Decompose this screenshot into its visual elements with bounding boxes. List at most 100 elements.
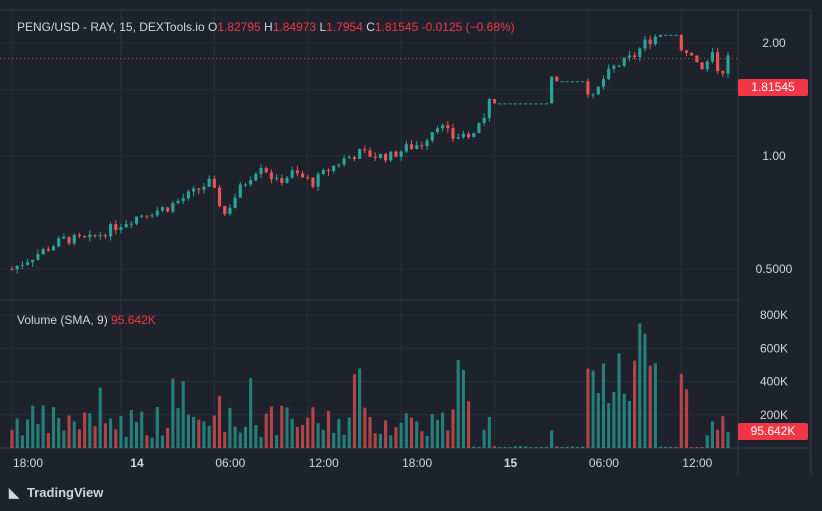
volume-bar bbox=[280, 405, 284, 448]
candle-body bbox=[430, 132, 434, 141]
candle-body bbox=[145, 215, 149, 217]
candle-body bbox=[477, 122, 481, 134]
candle-body bbox=[202, 186, 206, 190]
candle-body bbox=[352, 157, 356, 159]
candle-body bbox=[435, 128, 440, 133]
volume-bar bbox=[690, 447, 694, 448]
candle-body bbox=[378, 153, 382, 158]
volume-bar bbox=[57, 417, 61, 448]
candle-body bbox=[690, 52, 694, 56]
time-tick-label: 06:00 bbox=[215, 456, 245, 470]
volume-bar bbox=[129, 409, 133, 448]
candle-body bbox=[217, 187, 222, 206]
candle-body bbox=[31, 259, 35, 263]
candle-body bbox=[518, 103, 523, 105]
candle-body bbox=[368, 150, 372, 157]
candle-body bbox=[62, 236, 66, 239]
volume-bar bbox=[181, 381, 185, 448]
candle-body bbox=[316, 173, 320, 187]
candle-body bbox=[420, 145, 424, 147]
volume-bar bbox=[119, 416, 123, 448]
volume-bar bbox=[83, 412, 87, 448]
candle-body bbox=[389, 151, 393, 161]
volume-bar bbox=[109, 418, 113, 448]
candle-body bbox=[295, 170, 299, 174]
volume-bar bbox=[658, 446, 663, 448]
candle-body bbox=[264, 168, 268, 173]
candle-body bbox=[326, 170, 331, 172]
volume-bar bbox=[228, 407, 232, 448]
candle-body bbox=[643, 39, 647, 49]
candle-body bbox=[306, 177, 310, 179]
volume-bar bbox=[311, 407, 315, 448]
price-tick-label: 2.00 bbox=[762, 36, 786, 50]
high-label: H bbox=[264, 20, 273, 34]
candle-body bbox=[575, 81, 580, 83]
volume-bar bbox=[98, 387, 102, 448]
volume-bar bbox=[726, 432, 730, 448]
volume-bar bbox=[171, 378, 175, 448]
volume-bar bbox=[441, 412, 445, 448]
candle-body bbox=[337, 164, 341, 166]
candle-body bbox=[321, 170, 325, 174]
volume-bar bbox=[633, 360, 637, 448]
candle-body bbox=[171, 203, 175, 212]
volume-bar bbox=[700, 447, 704, 448]
volume-bar bbox=[710, 421, 714, 448]
candle-body bbox=[254, 173, 258, 181]
volume-bar bbox=[306, 417, 310, 448]
volume-bar bbox=[695, 446, 699, 448]
volume-bar bbox=[243, 427, 248, 448]
candle-body bbox=[46, 248, 50, 251]
volume-bar bbox=[560, 447, 564, 448]
candle-body bbox=[425, 140, 429, 147]
candle-body bbox=[119, 227, 123, 231]
volume-bar bbox=[62, 430, 66, 448]
candle-body bbox=[415, 145, 419, 149]
candle-body bbox=[197, 188, 201, 190]
tradingview-logo[interactable]: ◣ TradingView bbox=[9, 485, 103, 501]
volume-bar bbox=[539, 446, 543, 448]
high-value: 1.84973 bbox=[272, 20, 317, 34]
candle-body bbox=[648, 39, 652, 45]
volume-bar bbox=[332, 432, 336, 448]
candle-body bbox=[300, 173, 305, 178]
volume-bar bbox=[705, 435, 709, 448]
volume-tick-label: 800K bbox=[760, 308, 788, 322]
volume-bar bbox=[352, 374, 356, 448]
volume-bar bbox=[77, 429, 82, 448]
candle-body bbox=[607, 68, 611, 80]
volume-bar bbox=[176, 408, 180, 448]
candle-body bbox=[140, 215, 144, 217]
volume-bar bbox=[601, 363, 606, 448]
symbol-title: PENG/USD - RAY, 15, DEXTools.io bbox=[17, 20, 205, 34]
volume-bar bbox=[477, 446, 481, 448]
volume-bar bbox=[425, 435, 429, 448]
volume-bar bbox=[290, 418, 294, 448]
plot-background bbox=[0, 0, 822, 475]
candle-body bbox=[114, 224, 118, 231]
volume-tick-label: 200K bbox=[760, 408, 788, 422]
candle-body bbox=[524, 103, 528, 105]
candle-body bbox=[166, 207, 170, 212]
volume-bar bbox=[31, 405, 35, 448]
volume-bar bbox=[238, 432, 242, 448]
volume-bar bbox=[456, 360, 460, 448]
volume-bar bbox=[269, 406, 273, 448]
volume-bar bbox=[373, 433, 377, 448]
candle-body bbox=[726, 55, 730, 74]
volume-bar bbox=[544, 446, 548, 448]
candle-body bbox=[633, 55, 637, 58]
volume-bar bbox=[342, 434, 346, 448]
candle-body bbox=[550, 76, 554, 104]
candle-body bbox=[290, 170, 294, 178]
candle-body bbox=[233, 197, 237, 208]
candle-body bbox=[601, 79, 606, 87]
volume-bar bbox=[518, 446, 523, 448]
volume-bar bbox=[430, 413, 434, 448]
open-value: 1.82795 bbox=[217, 20, 261, 34]
time-tick-label: 12:00 bbox=[309, 456, 339, 470]
candle-body bbox=[98, 235, 102, 237]
